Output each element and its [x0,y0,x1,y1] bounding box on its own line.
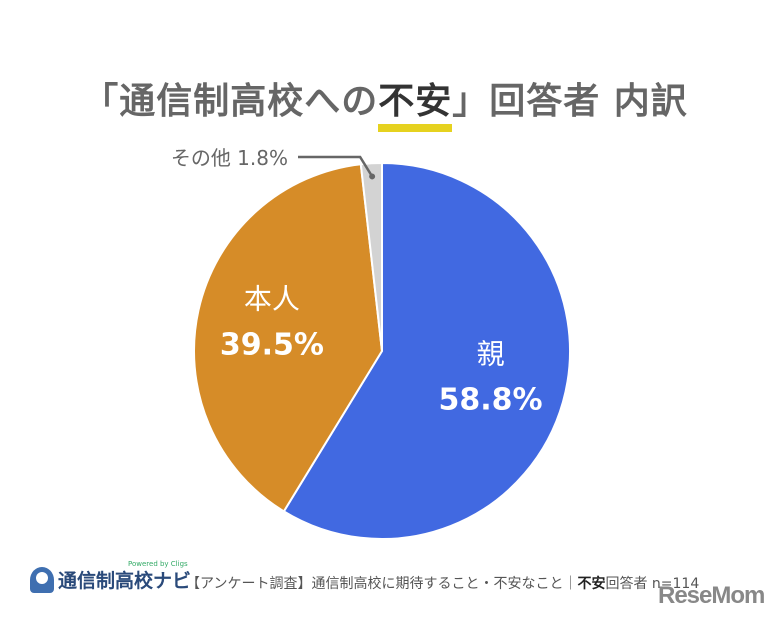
logo-icon [30,566,54,593]
slice-other-label: その他 1.8% [171,146,288,170]
footer-note: 【アンケート調査】通信制高校に期待すること・不安なこと｜不安回答者 n=114 [186,573,699,593]
pie-slice-1 [193,163,384,513]
footer-survey: 【アンケート調査】通信制高校に期待すること・不安なこと｜ [186,576,578,592]
slice-label: 親 [477,338,505,371]
footer-bold: 不安 [577,576,606,592]
logo-powered: Powered by Cligs [128,560,188,568]
title-part: 」回答者 内訳 [452,81,688,122]
slice-value-label: 58.8% [439,383,543,418]
title-part: 「通信制高校への [82,81,379,122]
title-highlight: 不安 [378,72,453,132]
watermark-logo: ReseMom [658,582,765,609]
leader-line [298,155,374,178]
chart-title: 「通信制高校への不安」回答者 内訳 [0,72,770,132]
footer-rest: 回答者 n=114 [605,576,700,592]
slice-value-label: 39.5% [220,328,324,363]
pie-slice-0 [282,161,571,540]
logo: 通信制高校ナビ Powered by Cligs [30,560,192,593]
pie-slice-2 [359,161,383,352]
logo-name: 通信制高校ナビ [58,570,192,592]
slice-label: 本人 [244,283,300,316]
